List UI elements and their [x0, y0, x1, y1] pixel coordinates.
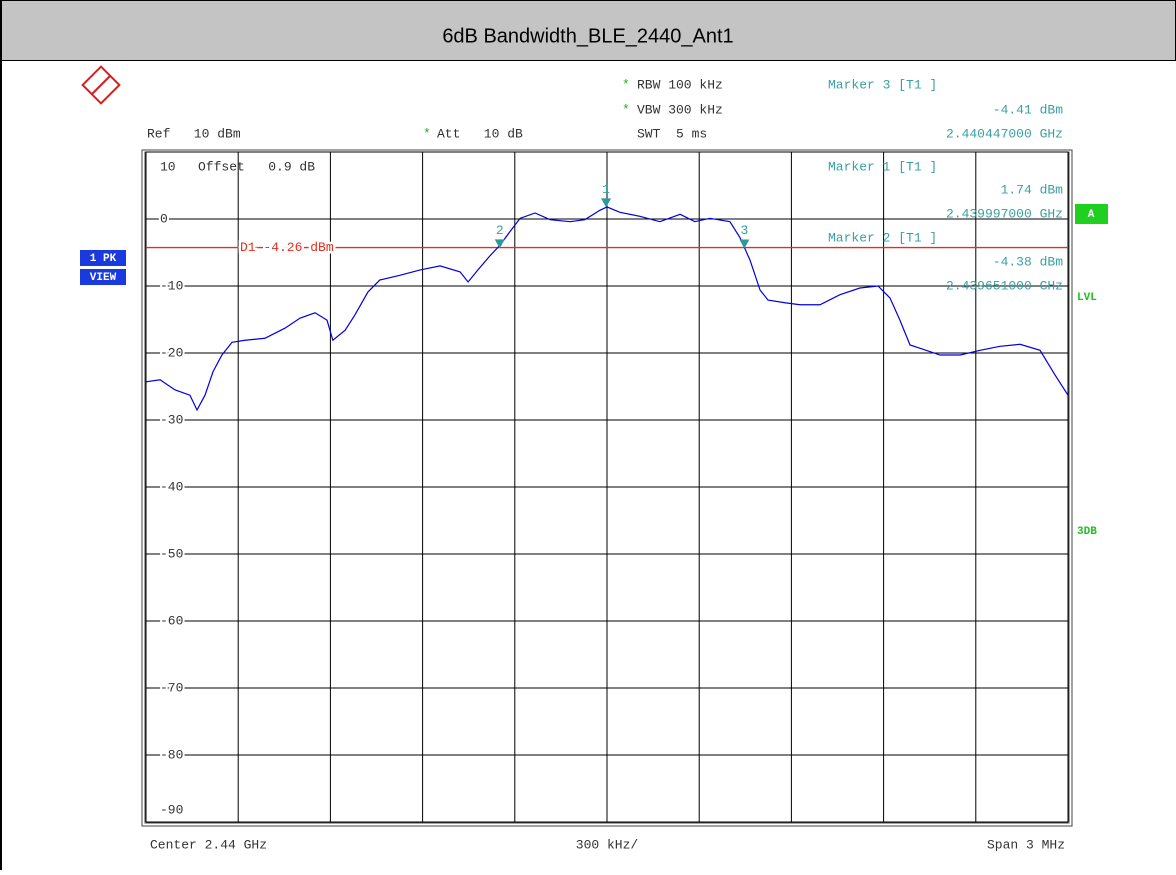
y-tick-label: -90	[160, 802, 183, 817]
marker-number: 1	[602, 182, 610, 197]
marker-level: -4.38 dBm	[993, 254, 1063, 269]
y-tick-label: -50	[160, 546, 183, 561]
y-tick-label: -30	[160, 412, 183, 427]
y-tick-label: 0	[160, 211, 168, 226]
display-line-label: D1 -4.26 dBm	[240, 240, 334, 255]
frame-outer	[141, 149, 1073, 827]
att-flag: *	[423, 126, 431, 141]
offset: Offset 0.9 dB	[198, 159, 315, 174]
vbw-flag: *	[622, 102, 630, 117]
view-label: VIEW	[90, 272, 117, 284]
attenuation: Att 10 dB	[437, 126, 523, 141]
y-tick-label: -10	[160, 278, 183, 293]
y-tick-label: -40	[160, 479, 183, 494]
y-tick-label: -70	[160, 680, 183, 695]
trace	[145, 206, 1069, 412]
x-div: 300 kHz/	[576, 837, 639, 852]
y-tick-label: 10	[160, 159, 176, 174]
y-tick-label: -60	[160, 613, 183, 628]
marker-number: 2	[496, 223, 504, 238]
ref-level: Ref 10 dBm	[147, 126, 241, 141]
y-tick-label: -20	[160, 345, 183, 360]
marker-level: 1.74 dBm	[1001, 182, 1064, 197]
title-bar	[0, 0, 1176, 61]
channel-badge	[1075, 204, 1108, 224]
rbw: RBW 100 kHz	[637, 77, 723, 92]
x-span: Span 3 MHz	[987, 837, 1065, 852]
marker-frequency: 2.439997000 GHz	[946, 206, 1063, 221]
marker-name: Marker 2 [T1 ]	[828, 230, 937, 245]
marker	[601, 198, 612, 208]
title: 6dB Bandwidth_BLE_2440_Ant1	[442, 25, 733, 47]
view-badge	[80, 269, 126, 285]
marker-name: Marker 1 [T1 ]	[828, 159, 937, 174]
trace-label: 1 PK	[90, 253, 117, 265]
rbw-flag: *	[622, 77, 630, 92]
marker-number: 3	[740, 223, 748, 238]
logo	[81, 65, 121, 105]
x-center: Center 2.44 GHz	[150, 837, 267, 852]
channel-label: A	[1088, 209, 1095, 221]
marker-frequency: 2.439651000 GHz	[946, 278, 1063, 293]
marker-level: -4.41 dBm	[993, 102, 1063, 117]
lvl-label: LVL	[1077, 292, 1097, 304]
marker-frequency: 2.440447000 GHz	[946, 126, 1063, 141]
y-tick-label: -80	[160, 747, 183, 762]
marker-name: Marker 3 [T1 ]	[828, 77, 937, 92]
sweep-time: SWT 5 ms	[637, 126, 707, 141]
vbw: VBW 300 kHz	[637, 102, 723, 117]
marker	[494, 239, 505, 249]
marker	[739, 239, 750, 249]
trace-badge	[80, 250, 126, 266]
db3-label: 3DB	[1077, 526, 1097, 538]
